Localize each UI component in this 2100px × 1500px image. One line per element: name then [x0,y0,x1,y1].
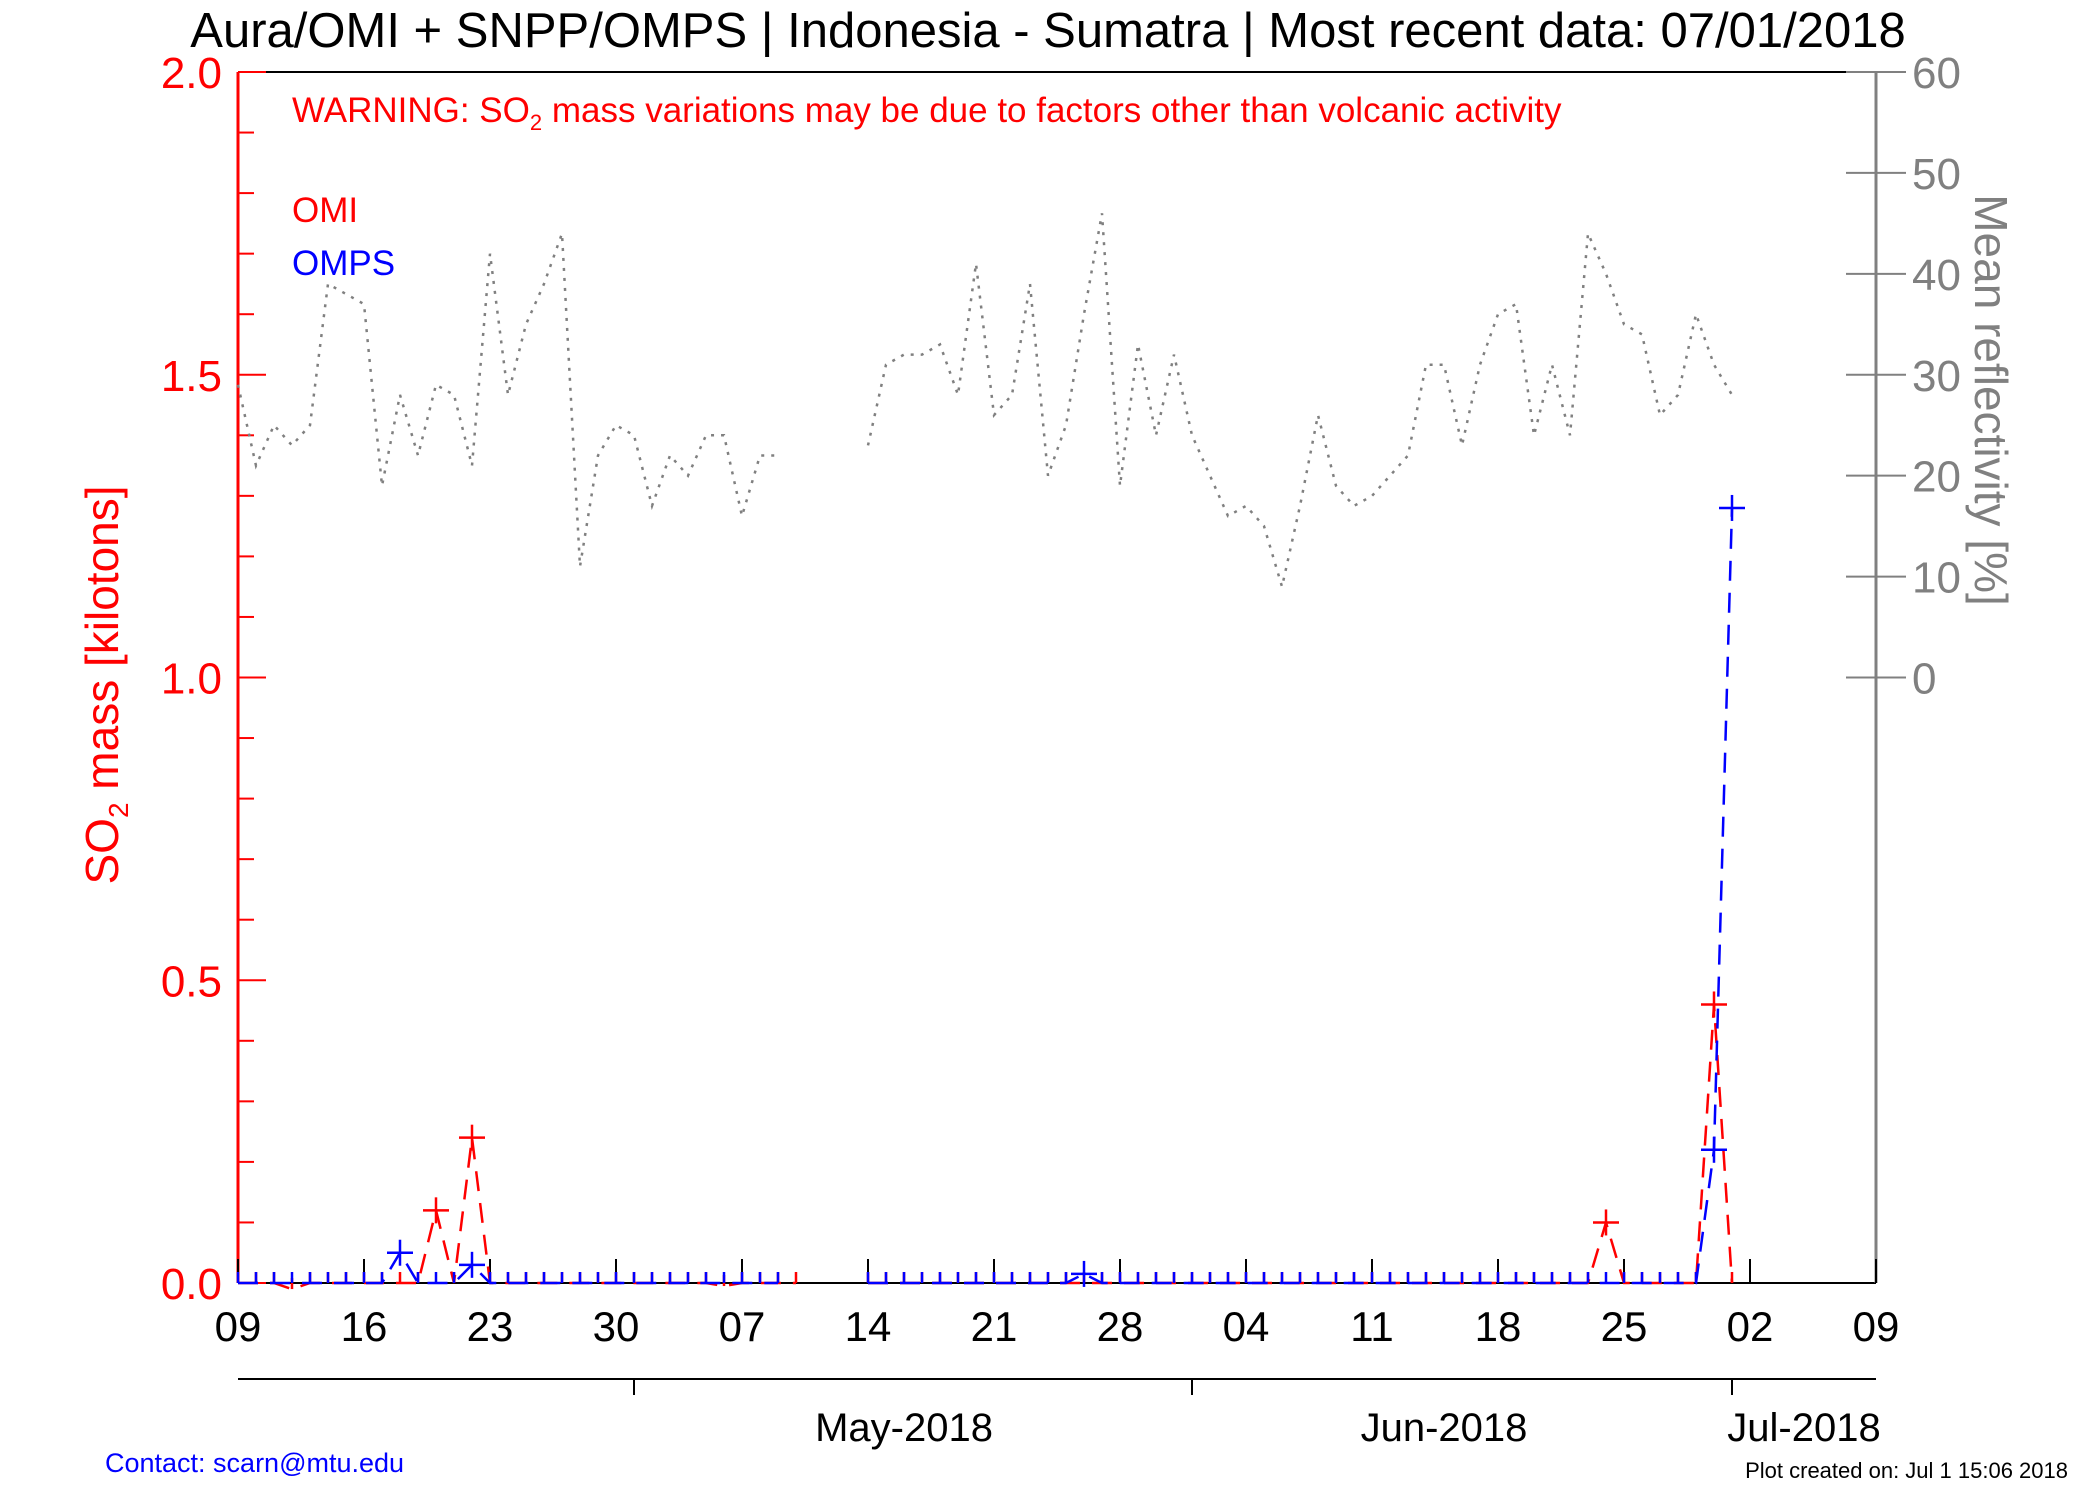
month-label: May-2018 [815,1406,993,1450]
month-label: Jun-2018 [1361,1406,1528,1450]
chart-title: Aura/OMI + SNPP/OMPS | Indonesia - Sumat… [190,4,1905,58]
left-tick-label: 0.0 [161,1260,222,1309]
x-tick-label: 11 [1350,1303,1394,1350]
warning-prefix: WARNING: SO [292,91,530,130]
x-tick-label: 16 [341,1303,388,1350]
right-tick-label: 0 [1912,655,1936,704]
data-point-omps [1719,494,1745,521]
x-tick-label: 07 [719,1303,766,1350]
x-tick-label: 14 [845,1303,892,1350]
footer-contact-link[interactable]: Contact: scarn@mtu.edu [105,1448,404,1478]
x-tick-label: 23 [467,1303,514,1350]
left-axis-label-prefix: SO [76,818,128,884]
x-tick-label: 04 [1223,1303,1270,1350]
x-axis: 09 16 23 30 07 14 21 28 04 11 18 25 02 09 May-2018 Jun-… [215,1259,1900,1450]
x-tick-label: 09 [1853,1303,1900,1350]
left-tick-label: 2.0 [161,49,222,98]
data-point-omps [1701,1136,1727,1163]
left-y-axis: 0.0 0.5 1.0 1.5 2.0 [161,49,266,1309]
footer-created-timestamp: Plot created on: Jul 1 15:06 2018 [1745,1458,2068,1483]
warning-text: WARNING: SO2 mass variations may be due … [292,91,1562,135]
x-tick-label: 30 [593,1303,640,1350]
data-point-omps [1071,1260,1097,1287]
warning-subscript: 2 [530,110,542,135]
data-point-omi [1593,1209,1619,1236]
left-tick-label: 1.5 [161,352,222,401]
right-tick-label: 50 [1912,150,1961,199]
left-tick-label: 1.0 [161,655,222,704]
series-line-mean-reflectivity [236,213,1734,592]
right-tick-label: 20 [1912,453,1961,502]
right-axis-label: Mean reflectivity [%] [1965,194,2017,606]
left-tick-label: 0.5 [161,957,222,1006]
data-point-omi [459,1124,485,1151]
x-tick-label: 02 [1727,1303,1774,1350]
right-tick-label: 10 [1912,554,1961,603]
right-y-axis: 0 10 20 30 40 50 60 [1846,49,1961,704]
x-tick-label: 18 [1475,1303,1522,1350]
x-tick-label: 25 [1601,1303,1648,1350]
data-point-omps [459,1251,485,1278]
warning-suffix: mass variations may be due to factors ot… [542,91,1562,130]
month-label: Jul-2018 [1727,1406,1880,1450]
right-tick-label: 40 [1912,251,1961,300]
right-tick-label: 30 [1912,352,1961,401]
legend-omi: OMI [292,191,358,230]
x-tick-label: 09 [215,1303,262,1350]
left-axis-label: SO2 mass [kilotons] [76,485,134,884]
x-tick-label: 21 [971,1303,1018,1350]
right-tick-label: 60 [1912,49,1961,98]
left-axis-label-suffix: mass [kilotons] [76,485,128,802]
series-layer [236,213,1745,1291]
data-point-omps [387,1239,413,1266]
data-point-omi [423,1197,449,1224]
x-tick-label: 28 [1097,1303,1144,1350]
left-axis-label-subscript: 2 [103,802,134,818]
data-point-omi [1701,991,1727,1018]
legend-omps: OMPS [292,244,395,283]
